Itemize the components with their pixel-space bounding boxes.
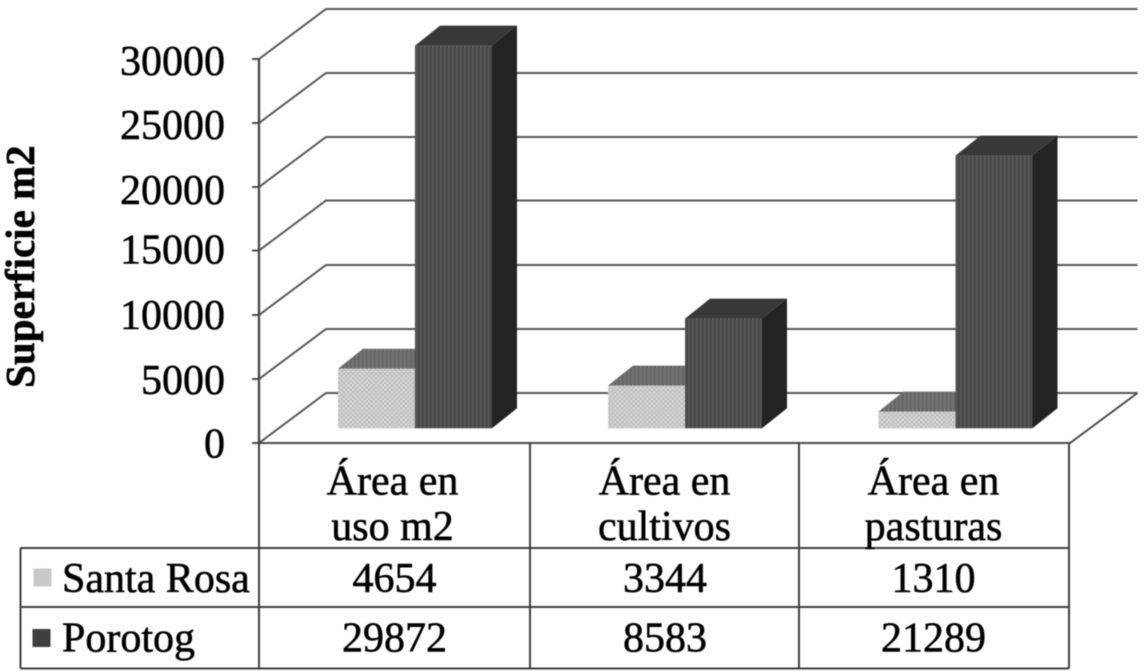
svg-text:Santa Rosa: Santa Rosa	[62, 556, 250, 602]
svg-text:Área en: Área en	[327, 458, 459, 505]
svg-text:uso m2: uso m2	[331, 504, 454, 550]
svg-text:3344: 3344	[623, 556, 707, 602]
svg-text:Área en: Área en	[599, 458, 731, 505]
svg-text:4654: 4654	[353, 556, 437, 602]
svg-text:5000: 5000	[141, 358, 225, 404]
svg-text:1310: 1310	[892, 556, 976, 602]
svg-text:0: 0	[204, 422, 225, 468]
svg-text:15000: 15000	[120, 228, 225, 274]
svg-text:8583: 8583	[623, 616, 707, 662]
svg-text:29872: 29872	[342, 616, 447, 662]
svg-text:20000: 20000	[120, 168, 225, 214]
svg-text:pasturas: pasturas	[865, 504, 1003, 550]
svg-text:Porotog: Porotog	[62, 616, 195, 662]
svg-text:10000: 10000	[120, 293, 225, 339]
svg-text:25000: 25000	[120, 103, 225, 149]
svg-text:Área en: Área en	[868, 458, 1000, 505]
svg-text:30000: 30000	[120, 39, 225, 85]
svg-text:21289: 21289	[881, 616, 986, 662]
svg-text:cultivos: cultivos	[598, 504, 731, 550]
svg-text:Superficie m2: Superficie m2	[0, 145, 43, 388]
